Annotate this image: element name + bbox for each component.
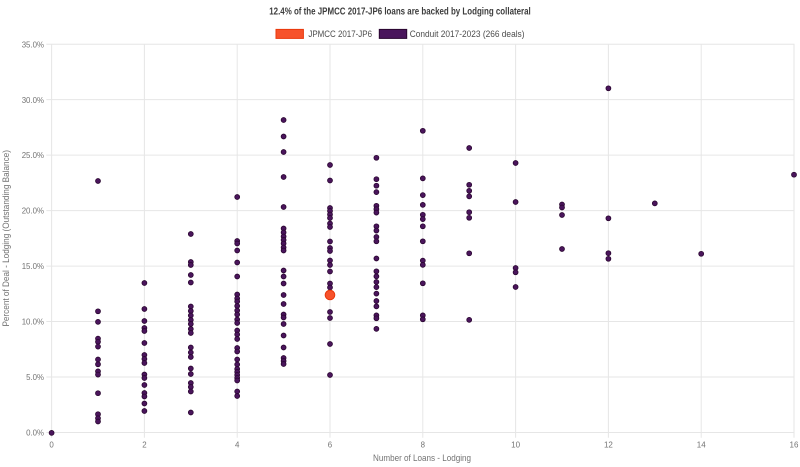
svg-text:4: 4 (235, 439, 240, 449)
svg-text:30.0%: 30.0% (22, 95, 45, 105)
svg-text:8: 8 (421, 439, 426, 449)
svg-text:0: 0 (49, 439, 54, 449)
svg-text:Conduit 2017-2023 (266 deals): Conduit 2017-2023 (266 deals) (410, 28, 525, 39)
svg-text:20.0%: 20.0% (22, 206, 45, 216)
svg-text:0.0%: 0.0% (26, 428, 44, 438)
svg-text:5.0%: 5.0% (26, 372, 44, 382)
svg-text:12.4% of the JPMCC 2017-JP6 lo: 12.4% of the JPMCC 2017-JP6 loans are ba… (269, 6, 531, 18)
svg-text:JPMCC 2017-JP6: JPMCC 2017-JP6 (308, 28, 372, 39)
svg-text:25.0%: 25.0% (22, 150, 45, 160)
svg-text:10.0%: 10.0% (22, 317, 45, 327)
svg-text:Number of Loans - Lodging: Number of Loans - Lodging (373, 452, 471, 463)
svg-text:2: 2 (142, 439, 147, 449)
svg-text:16: 16 (790, 439, 799, 449)
svg-text:15.0%: 15.0% (22, 261, 45, 271)
svg-text:10: 10 (511, 439, 520, 449)
svg-text:14: 14 (697, 439, 706, 449)
svg-text:35.0%: 35.0% (22, 39, 45, 49)
svg-text:Percent of Deal - Lodging (Out: Percent of Deal - Lodging (Outstanding B… (0, 150, 11, 326)
svg-text:12: 12 (604, 439, 613, 449)
svg-text:6: 6 (328, 439, 333, 449)
